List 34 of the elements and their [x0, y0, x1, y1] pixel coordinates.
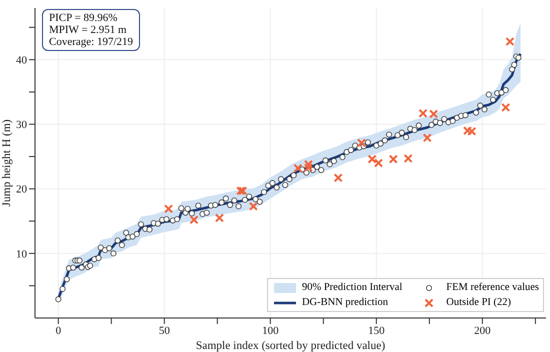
y-axis-title: Jump height H (m) [1, 119, 14, 207]
y-tick-label: 20 [16, 184, 28, 196]
point [236, 186, 246, 196]
point [248, 202, 258, 211]
x-tick-label: 150 [368, 324, 386, 337]
legend-label: FEM reference values [446, 282, 539, 293]
y-tick-label: 40 [16, 54, 28, 67]
point [505, 37, 514, 46]
point [334, 173, 343, 182]
y-tick-label: 10 [16, 248, 28, 260]
point [190, 215, 199, 224]
point [214, 213, 224, 222]
point [238, 186, 248, 196]
annotation: Coverage: 197/219 [49, 36, 134, 48]
point [467, 126, 476, 136]
point [357, 138, 366, 148]
annotation: MPIW = 2.951 m [49, 24, 128, 36]
x-tick-label: 200 [474, 324, 492, 337]
x-tick-label: 100 [262, 324, 280, 337]
point [463, 126, 472, 136]
x-tick-label: 50 [158, 324, 170, 337]
legend-label: 90% Prediction Interval [302, 282, 402, 293]
point [501, 102, 510, 112]
point [404, 154, 413, 163]
point [304, 160, 314, 169]
legend-label: Outside PI (22) [446, 297, 512, 308]
x-tick-label: 0 [56, 324, 62, 337]
point [164, 204, 174, 214]
y-tick-label: 30 [16, 119, 28, 132]
annotation: PICP = 89.96% [49, 12, 118, 24]
legend-label: DG-BNN prediction [302, 297, 388, 308]
point [422, 133, 432, 142]
x-axis-title: Sample index (sorted by predicted value) [196, 340, 386, 352]
point [388, 154, 398, 164]
